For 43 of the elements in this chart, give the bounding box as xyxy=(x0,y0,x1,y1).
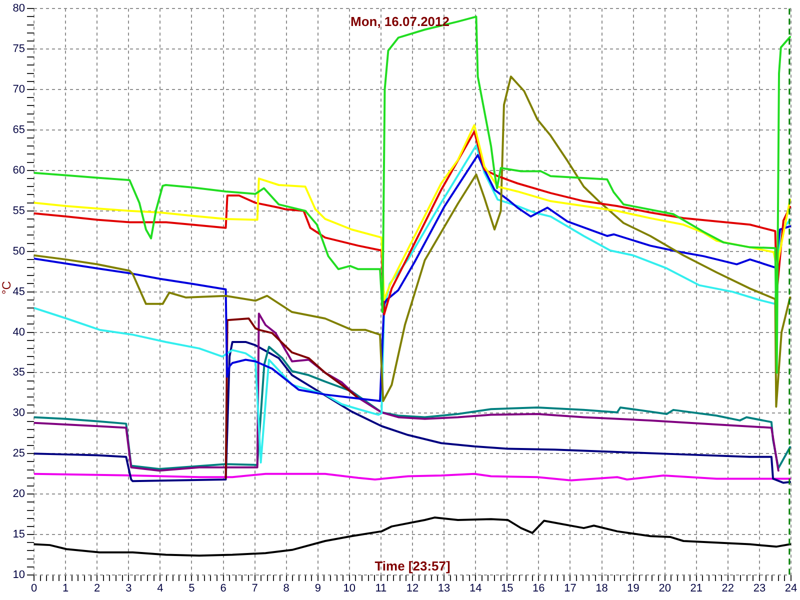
x-tick-label: 8 xyxy=(283,582,290,595)
x-tick-label: 7 xyxy=(252,582,258,595)
y-tick-label: 80 xyxy=(12,2,25,15)
x-tick-label: 12 xyxy=(406,582,419,595)
y-tick-label: 75 xyxy=(12,43,25,56)
x-tick-label: 22 xyxy=(722,582,734,595)
y-tick-label: 55 xyxy=(12,204,25,217)
y-tick-label: 65 xyxy=(12,124,25,136)
x-tick-label: 3 xyxy=(126,582,132,595)
y-tick-label: 25 xyxy=(12,448,25,460)
x-tick-label: 14 xyxy=(469,582,482,595)
x-tick-label: 0 xyxy=(30,582,38,595)
x-tick-label: 4 xyxy=(157,582,164,595)
x-tick-label: 6 xyxy=(220,582,226,595)
x-axis-title: Time [23:57] xyxy=(374,558,450,574)
y-tick-label: 10 xyxy=(12,569,25,582)
x-tick-label: 1 xyxy=(62,582,69,595)
y-tick-label: 30 xyxy=(12,407,25,420)
x-tick-label: 10 xyxy=(343,582,356,595)
y-tick-label: 15 xyxy=(12,528,25,541)
x-tick-label: 5 xyxy=(188,582,195,595)
x-tick-label: 17 xyxy=(564,582,576,595)
x-tick-label: 18 xyxy=(596,582,608,595)
x-tick-label: 20 xyxy=(658,582,671,595)
x-tick-label: 16 xyxy=(532,582,545,595)
y-tick-label: 35 xyxy=(12,366,25,379)
text: Mon, 16.07.2012 xyxy=(350,14,450,30)
x-tick-label: 13 xyxy=(438,582,450,595)
y-tick-label: 70 xyxy=(12,84,25,96)
y-tick-label: 60 xyxy=(12,164,25,176)
x-tick-label: 2 xyxy=(94,582,100,595)
x-tick-label: 19 xyxy=(627,582,640,595)
x-tick-label: 23 xyxy=(753,582,766,595)
y-tick-label: 40 xyxy=(12,326,25,338)
y-tick-label: 50 xyxy=(12,245,25,258)
x-tick-label: 24 xyxy=(784,582,798,595)
x-tick-label: 9 xyxy=(314,582,321,595)
y-axis-title: °C xyxy=(0,280,14,295)
y-tick-label: 45 xyxy=(12,286,25,298)
x-tick-label: 11 xyxy=(375,582,387,595)
y-tick-label: 20 xyxy=(12,488,25,500)
x-tick-label: 21 xyxy=(690,582,702,595)
x-tick-label: 15 xyxy=(501,582,514,595)
